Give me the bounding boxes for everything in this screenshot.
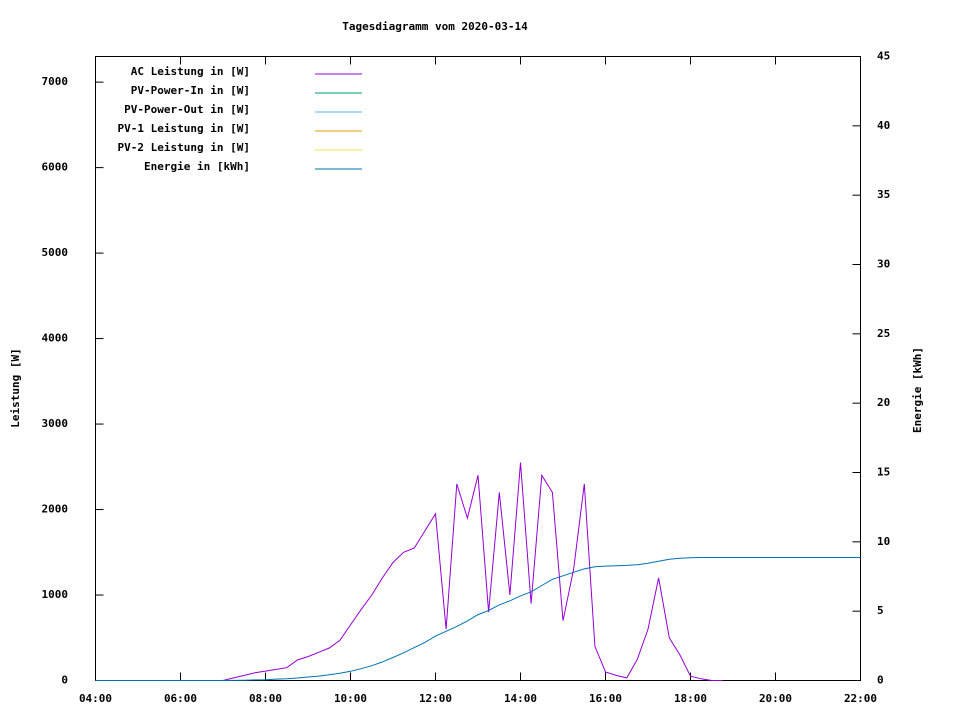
x-tick-label: 22:00 (844, 692, 877, 705)
y-axis-label: Leistung [W] (9, 348, 22, 427)
y-tick-label: 5000 (42, 246, 69, 259)
x-tick-label: 04:00 (79, 692, 112, 705)
y-tick-label: 7000 (42, 75, 69, 88)
series-line (95, 557, 861, 681)
y-tick-label: 0 (61, 674, 68, 687)
legend-label: PV-1 Leistung in [W] (118, 122, 250, 135)
x-tick-label: 16:00 (589, 692, 622, 705)
plot-frame (95, 56, 861, 681)
legend-label: PV-2 Leistung in [W] (118, 141, 250, 154)
y2-tick-label: 10 (877, 535, 890, 548)
x-tick-label: 18:00 (674, 692, 707, 705)
y2-tick-label: 30 (877, 258, 890, 271)
y-tick-label: 6000 (42, 161, 69, 174)
y-tick-label: 3000 (42, 417, 69, 430)
legend-label: PV-Power-In in [W] (131, 84, 250, 97)
y2-tick-label: 40 (877, 119, 890, 132)
y-tick-label: 2000 (42, 503, 69, 516)
x-tick-label: 12:00 (419, 692, 452, 705)
y2-tick-label: 15 (877, 466, 890, 479)
x-tick-label: 06:00 (164, 692, 197, 705)
y2-tick-label: 25 (877, 327, 890, 340)
y-tick-label: 4000 (42, 332, 69, 345)
y-tick-label: 1000 (42, 588, 69, 601)
x-tick-label: 08:00 (249, 692, 282, 705)
x-tick-label: 14:00 (504, 692, 537, 705)
y2-tick-label: 20 (877, 396, 890, 409)
legend-label: AC Leistung in [W] (131, 65, 250, 78)
y2-axis-label: Energie [kWh] (911, 347, 924, 433)
y2-tick-label: 5 (877, 604, 884, 617)
series-line (222, 462, 723, 681)
y2-tick-label: 0 (877, 674, 884, 687)
y2-tick-label: 35 (877, 188, 890, 201)
chart-title: Tagesdiagramm vom 2020-03-14 (342, 20, 528, 33)
x-tick-label: 10:00 (334, 692, 367, 705)
legend-label: Energie in [kWh] (144, 160, 250, 173)
legend-label: PV-Power-Out in [W] (124, 103, 250, 116)
x-tick-label: 20:00 (759, 692, 792, 705)
y2-tick-label: 45 (877, 50, 890, 63)
